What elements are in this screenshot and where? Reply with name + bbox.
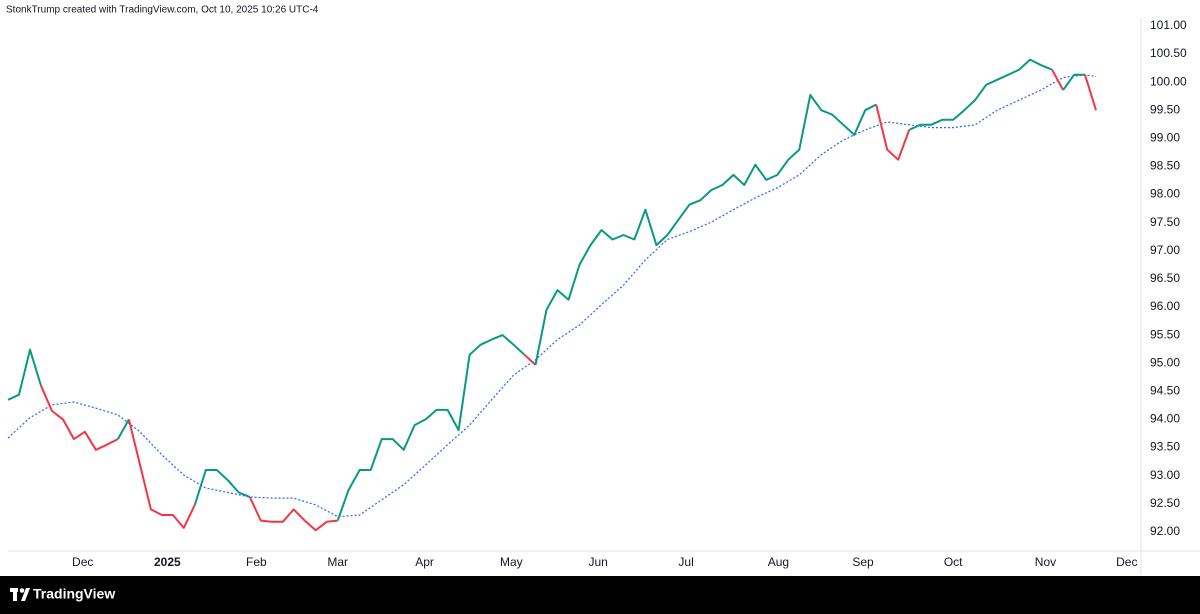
y-tick-label: 98.00 bbox=[1150, 187, 1180, 201]
x-tick-label: Sep bbox=[852, 555, 874, 569]
y-tick-label: 98.50 bbox=[1150, 159, 1180, 173]
price-line bbox=[40, 385, 119, 451]
y-tick-label: 92.50 bbox=[1150, 496, 1180, 510]
y-tick-label: 97.50 bbox=[1150, 215, 1180, 229]
y-tick-label: 99.50 bbox=[1150, 102, 1180, 116]
y-tick-label: 100.00 bbox=[1150, 74, 1187, 88]
footer-bar bbox=[0, 576, 1200, 614]
x-tick-label: Jun bbox=[588, 555, 607, 569]
y-tick-label: 101.00 bbox=[1150, 18, 1187, 32]
logo-shape bbox=[21, 588, 30, 601]
price-line bbox=[1062, 73, 1085, 91]
x-tick-label: Dec bbox=[1116, 555, 1137, 569]
x-tick-label: Nov bbox=[1035, 555, 1056, 569]
price-line bbox=[1051, 69, 1064, 91]
price-line bbox=[875, 104, 911, 161]
x-tick-label: Mar bbox=[327, 555, 348, 569]
price-line bbox=[534, 94, 877, 366]
logo-shape bbox=[19, 588, 25, 593]
price-line bbox=[193, 469, 251, 506]
price-line bbox=[127, 419, 196, 529]
price-line bbox=[117, 418, 130, 440]
y-tick-label: 99.00 bbox=[1150, 130, 1180, 144]
price-line bbox=[336, 334, 526, 521]
moving-average-line bbox=[7, 74, 1097, 518]
y-tick-label: 94.50 bbox=[1150, 383, 1180, 397]
x-tick-label: Oct bbox=[944, 555, 963, 569]
price-line bbox=[523, 354, 537, 366]
y-tick-label: 96.00 bbox=[1150, 299, 1180, 313]
y-tick-label: 93.50 bbox=[1150, 440, 1180, 454]
x-tick-label: Aug bbox=[768, 555, 789, 569]
price-line bbox=[7, 348, 42, 401]
x-tick-label: Apr bbox=[415, 555, 434, 569]
x-tick-label: Jul bbox=[678, 555, 693, 569]
y-tick-label: 96.50 bbox=[1150, 271, 1180, 285]
caption: StonkTrump created with TradingView.com,… bbox=[6, 5, 319, 16]
x-tick-label: 2025 bbox=[154, 555, 181, 569]
x-tick-label: Dec bbox=[72, 555, 93, 569]
price-line bbox=[248, 496, 338, 532]
x-tick-label: May bbox=[500, 555, 523, 569]
price-line bbox=[908, 58, 1053, 131]
y-tick-label: 97.00 bbox=[1150, 243, 1180, 257]
x-tick-label: Feb bbox=[246, 555, 267, 569]
y-tick-label: 100.50 bbox=[1150, 46, 1187, 60]
y-tick-label: 95.50 bbox=[1150, 327, 1180, 341]
price-line bbox=[1084, 74, 1097, 111]
y-tick-label: 92.00 bbox=[1150, 524, 1180, 538]
y-tick-label: 93.00 bbox=[1150, 468, 1180, 482]
logo-shape bbox=[13, 588, 17, 601]
brand-name: TradingView bbox=[33, 586, 115, 602]
brand-logo bbox=[10, 588, 30, 601]
y-tick-label: 94.00 bbox=[1150, 412, 1180, 426]
y-tick-label: 95.00 bbox=[1150, 355, 1180, 369]
